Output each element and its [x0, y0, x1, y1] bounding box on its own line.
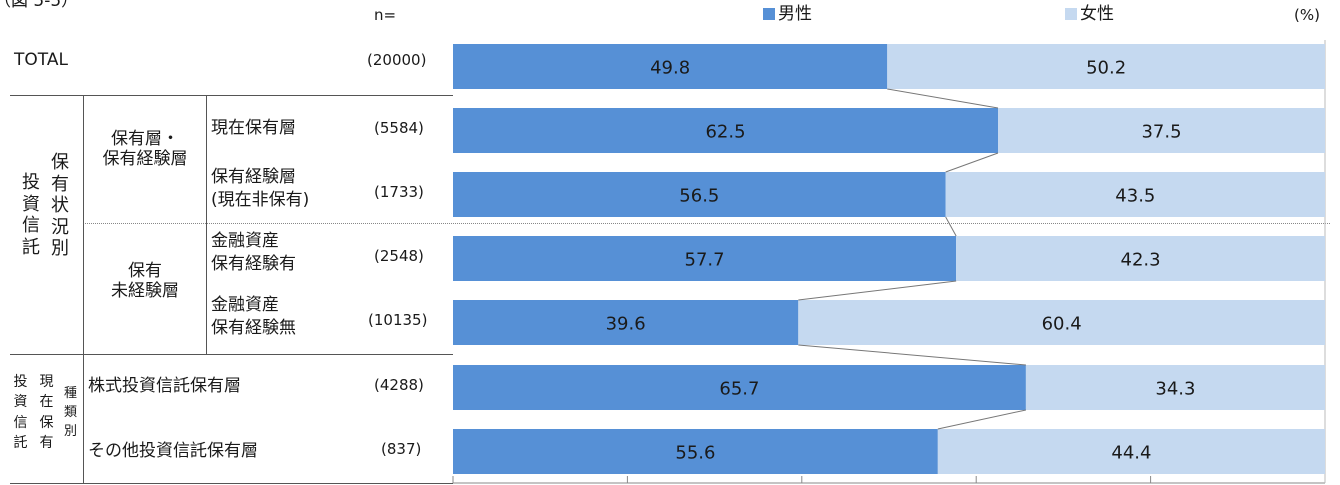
- legend-male-label: 男性: [778, 4, 812, 24]
- bar-female: [945, 172, 1325, 217]
- legend-female: 女性: [1065, 3, 1114, 26]
- bar-male: [453, 300, 799, 345]
- legend-female-swatch: [1065, 8, 1077, 20]
- bar-male: [453, 108, 998, 153]
- table-rule-top: [10, 95, 453, 96]
- series-connector-line: [887, 88, 999, 109]
- n-current-holders: (5584): [374, 119, 424, 137]
- vertical-label-type-by: 種類別: [64, 385, 77, 442]
- bar-female: [956, 236, 1325, 281]
- n-assets-no: (10135): [368, 311, 428, 329]
- row-label-assets-yes: 金融資産 保有経験有: [211, 231, 296, 274]
- vertical-label-holding-status-text: 保有状況別: [51, 152, 69, 260]
- col-divider-1: [83, 95, 84, 483]
- data-label-female: 34.3: [1155, 379, 1195, 400]
- vertical-label-holding-status: 保有状況別: [49, 152, 71, 260]
- legend-male-swatch: [763, 8, 775, 20]
- figure-label: （図 5-5）: [0, 0, 79, 11]
- vertical-label-type-by-text: 種類別: [64, 386, 78, 439]
- vertical-label-investment-trust-text: 投資信託: [22, 172, 40, 258]
- data-label-female: 50.2: [1086, 58, 1126, 79]
- data-label-male: 55.6: [675, 443, 715, 464]
- row-label-experienced: 保有経験層 (現在非保有): [211, 167, 310, 210]
- series-connector-line: [798, 344, 1026, 366]
- vertical-label-current-holding-text: 現在保有: [39, 374, 54, 451]
- bar-female: [998, 108, 1325, 153]
- table-rule-bottom: [10, 483, 453, 484]
- row-label-other-trust: その他投資信託保有層: [88, 441, 258, 461]
- n-header: n=: [374, 6, 397, 24]
- bar-male: [453, 44, 888, 89]
- series-connector-line: [798, 280, 957, 301]
- bar-male: [453, 172, 946, 217]
- row-label-current-holders: 現在保有層: [211, 118, 296, 138]
- n-stock-trust: (4288): [374, 376, 424, 394]
- bar-female: [798, 300, 1325, 345]
- vertical-label-current-holding: 現在保有: [39, 372, 54, 453]
- vertical-label-investment-trust-2: 投資信託: [13, 372, 28, 453]
- vertical-label-investment-trust: 投資信託: [20, 172, 42, 258]
- data-label-male: 65.7: [719, 379, 759, 400]
- group-label-non-holders: 保有 未経験層: [111, 261, 179, 301]
- n-experienced: (1733): [374, 183, 424, 201]
- row-label-stock-trust: 株式投資信託保有層: [88, 376, 241, 396]
- data-label-male: 39.6: [606, 314, 646, 335]
- data-label-male: 56.5: [679, 186, 719, 207]
- series-connector-line: [945, 152, 999, 173]
- bar-male: [453, 429, 938, 474]
- table-rule-mid: [10, 354, 453, 355]
- series-connector-line: [945, 216, 957, 237]
- bar-female: [887, 44, 1325, 89]
- group-label-holders: 保有層・ 保有経験層: [102, 129, 188, 169]
- n-other-trust: (837): [381, 440, 422, 458]
- legend-male: 男性: [763, 3, 812, 26]
- bar-male: [453, 365, 1026, 410]
- data-label-female: 60.4: [1042, 314, 1082, 335]
- legend-female-label: 女性: [1080, 4, 1114, 24]
- data-label-female: 44.4: [1111, 443, 1151, 464]
- percent-unit: (%): [1294, 6, 1320, 24]
- row-label-total: TOTAL: [14, 50, 68, 70]
- col-divider-2: [206, 95, 207, 354]
- bar-female: [1025, 365, 1325, 410]
- n-total: (20000): [367, 51, 427, 69]
- group-divider: [83, 223, 1330, 224]
- bar-male: [453, 236, 957, 281]
- data-label-male: 62.5: [705, 122, 745, 143]
- vertical-label-investment-trust-2-text: 投資信託: [13, 374, 28, 451]
- bar-female: [937, 429, 1325, 474]
- data-label-female: 37.5: [1141, 122, 1181, 143]
- series-connector-line: [937, 409, 1027, 430]
- data-label-female: 42.3: [1121, 250, 1161, 271]
- data-label-female: 43.5: [1115, 186, 1155, 207]
- data-label-male: 49.8: [650, 58, 690, 79]
- n-assets-yes: (2548): [374, 247, 424, 265]
- row-label-assets-no: 金融資産 保有経験無: [211, 295, 296, 338]
- data-label-male: 57.7: [685, 250, 725, 271]
